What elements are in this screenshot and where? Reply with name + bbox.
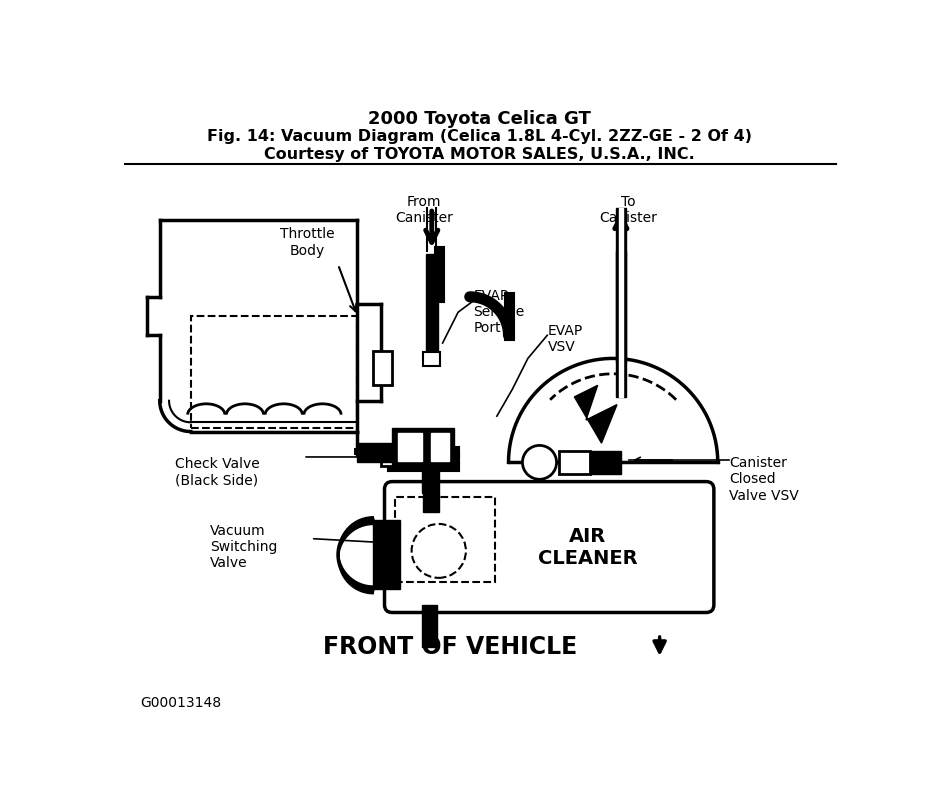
Polygon shape (574, 386, 616, 443)
Polygon shape (423, 466, 438, 513)
Text: Vacuum
Switching
Valve: Vacuum Switching Valve (210, 524, 277, 571)
Bar (423, 353, 440, 366)
Polygon shape (421, 605, 437, 647)
Bar (373, 351, 392, 386)
Polygon shape (590, 451, 621, 474)
Polygon shape (392, 427, 454, 466)
Polygon shape (618, 208, 622, 397)
FancyBboxPatch shape (384, 481, 713, 613)
Polygon shape (421, 466, 437, 493)
Bar (380, 447, 400, 466)
Bar (558, 451, 590, 474)
Bar (394, 497, 495, 582)
Text: 2000 Toyota Celica GT: 2000 Toyota Celica GT (368, 110, 591, 129)
Text: Throttle
Body: Throttle Body (279, 228, 334, 258)
Text: From
Canister: From Canister (395, 195, 452, 225)
Polygon shape (616, 250, 625, 362)
Polygon shape (357, 443, 403, 462)
Text: AIR
CLEANER: AIR CLEANER (537, 526, 637, 568)
Text: FRONT OF VEHICLE: FRONT OF VEHICLE (323, 635, 577, 659)
Circle shape (522, 445, 556, 479)
Text: G00013148: G00013148 (140, 696, 221, 710)
Polygon shape (431, 433, 448, 460)
Polygon shape (398, 433, 421, 460)
Text: Courtesy of TOYOTA MOTOR SALES, U.S.A., INC.: Courtesy of TOYOTA MOTOR SALES, U.S.A., … (264, 147, 695, 162)
Text: Fig. 14: Vacuum Diagram (Celica 1.8L 4-Cyl. 2ZZ-GE - 2 Of 4): Fig. 14: Vacuum Diagram (Celica 1.8L 4-C… (207, 129, 752, 144)
Text: EVAP
Service
Port: EVAP Service Port (473, 289, 524, 336)
Polygon shape (425, 254, 437, 358)
Polygon shape (616, 208, 625, 397)
Bar (191, 316, 357, 427)
Text: Check Valve
(Black Side): Check Valve (Black Side) (175, 457, 259, 487)
Text: EVAP
VSV: EVAP VSV (548, 324, 582, 354)
Text: To
Canister: To Canister (599, 195, 657, 225)
Text: Canister
Closed
Valve VSV: Canister Closed Valve VSV (728, 456, 798, 502)
Polygon shape (373, 520, 400, 589)
